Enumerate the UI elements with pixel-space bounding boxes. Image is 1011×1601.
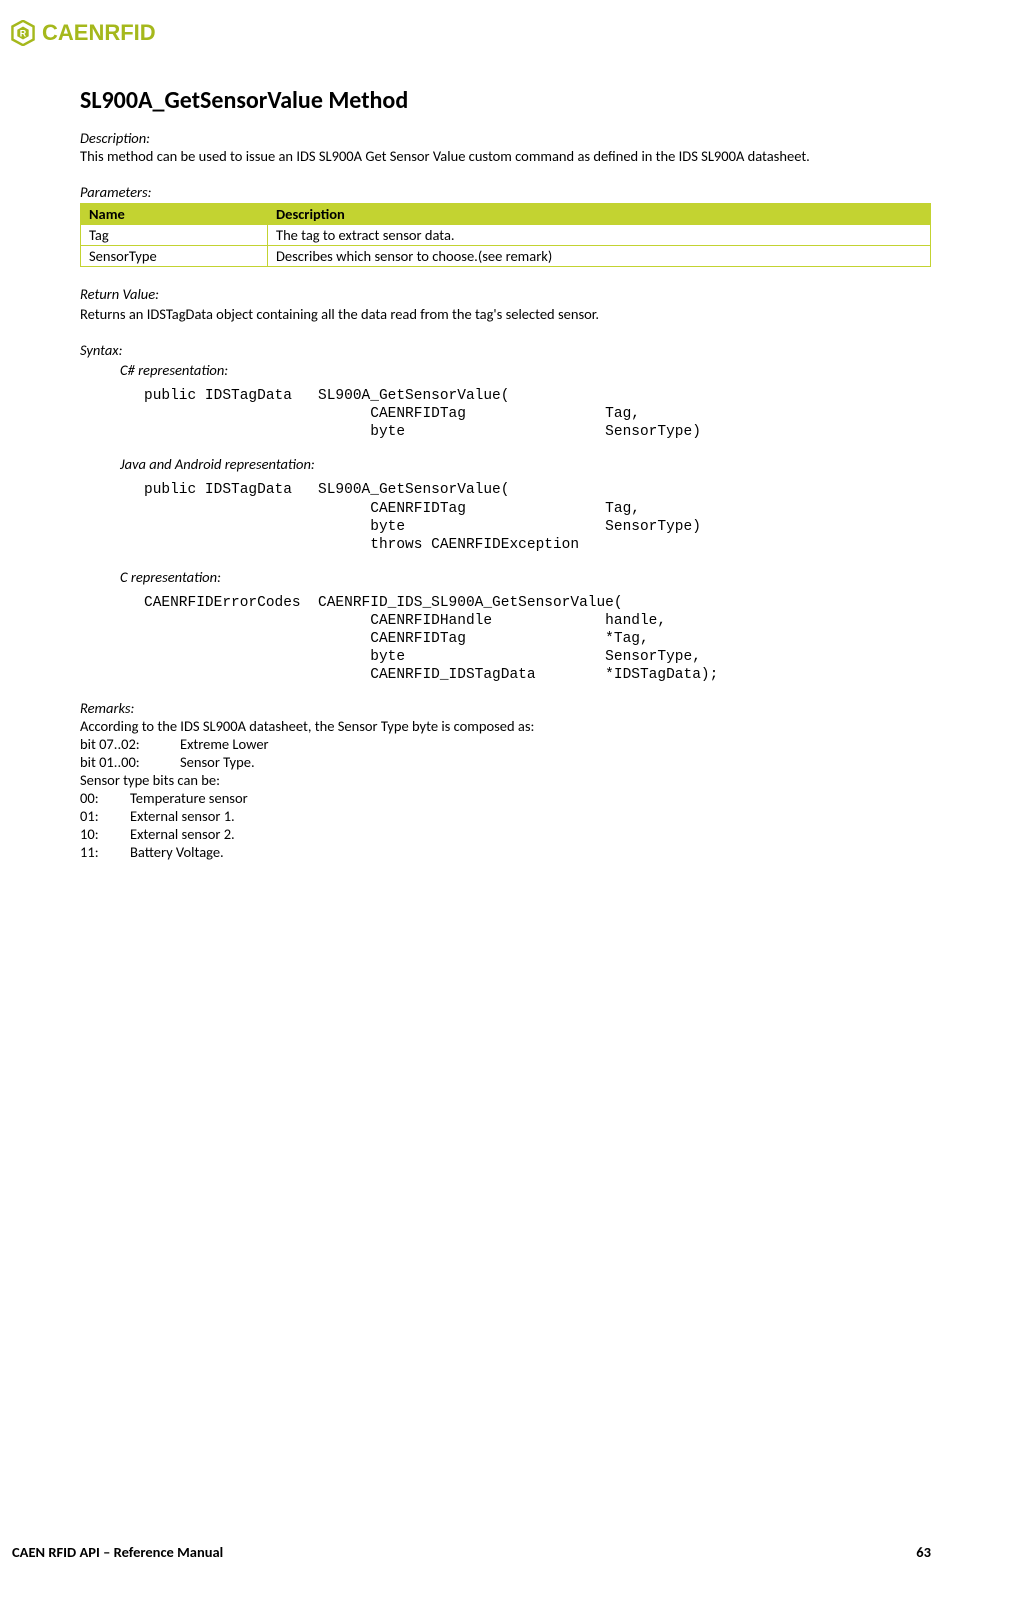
- sensor-row: 10: External sensor 2.: [80, 825, 931, 843]
- csharp-code: public IDSTagData SL900A_GetSensorValue(…: [144, 387, 931, 441]
- sensor-code: 01:: [80, 807, 130, 825]
- sensor-code: 10:: [80, 825, 130, 843]
- page-title: SL900A_GetSensorValue Method: [80, 86, 931, 115]
- return-label: Return Value:: [80, 285, 931, 303]
- table-row: Tag The tag to extract sensor data.: [81, 225, 931, 246]
- sensor-row: 00: Temperature sensor: [80, 789, 931, 807]
- sensor-intro: Sensor type bits can be:: [80, 771, 931, 789]
- footer: CAEN RFID API – Reference Manual 63: [12, 1543, 931, 1561]
- bit-row: bit 07..02: Extreme Lower: [80, 735, 931, 753]
- c-code: CAENRFIDErrorCodes CAENRFID_IDS_SL900A_G…: [144, 594, 931, 685]
- remarks-intro: According to the IDS SL900A datasheet, t…: [80, 717, 931, 735]
- footer-title: CAEN RFID API – Reference Manual: [12, 1543, 223, 1561]
- bit-desc: Extreme Lower: [180, 735, 269, 753]
- bit-key: bit 07..02:: [80, 735, 180, 753]
- csharp-label: C# representation:: [120, 361, 931, 379]
- sensor-desc: Battery Voltage.: [130, 843, 224, 861]
- syntax-label: Syntax:: [80, 341, 931, 359]
- sensor-row: 11: Battery Voltage.: [80, 843, 931, 861]
- svg-text:R: R: [20, 28, 27, 38]
- table-cell: Describes which sensor to choose.(see re…: [268, 246, 931, 267]
- sensor-desc: Temperature sensor: [130, 789, 248, 807]
- sensor-row: 01: External sensor 1.: [80, 807, 931, 825]
- java-code: public IDSTagData SL900A_GetSensorValue(…: [144, 481, 931, 554]
- sensor-desc: External sensor 2.: [130, 825, 235, 843]
- table-header: Name: [81, 204, 268, 225]
- parameters-table: Name Description Tag The tag to extract …: [80, 203, 931, 267]
- c-label: C representation:: [120, 568, 931, 586]
- sensor-code: 11:: [80, 843, 130, 861]
- table-row: SensorType Describes which sensor to cho…: [81, 246, 931, 267]
- bit-row: bit 01..00: Sensor Type.: [80, 753, 931, 771]
- remarks-label: Remarks:: [80, 699, 931, 717]
- sensor-code: 00:: [80, 789, 130, 807]
- table-cell: The tag to extract sensor data.: [268, 225, 931, 246]
- table-header: Description: [268, 204, 931, 225]
- sensor-desc: External sensor 1.: [130, 807, 235, 825]
- bit-key: bit 01..00:: [80, 753, 180, 771]
- description-text: This method can be used to issue an IDS …: [80, 147, 931, 165]
- table-cell: SensorType: [81, 246, 268, 267]
- description-label: Description:: [80, 129, 931, 147]
- logo-text: CAENRFID: [42, 20, 156, 46]
- logo-icon: R: [10, 20, 36, 46]
- bit-desc: Sensor Type.: [180, 753, 255, 771]
- java-label: Java and Android representation:: [120, 455, 931, 473]
- return-text: Returns an IDSTagData object containing …: [80, 305, 931, 323]
- table-cell: Tag: [81, 225, 268, 246]
- parameters-label: Parameters:: [80, 183, 931, 201]
- logo: R CAENRFID: [10, 20, 931, 46]
- page-number: 63: [916, 1543, 931, 1561]
